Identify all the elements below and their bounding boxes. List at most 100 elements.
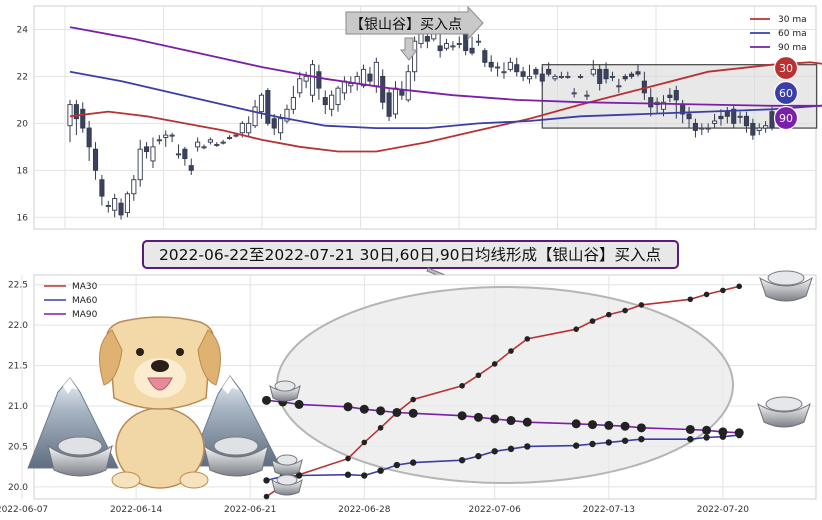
data-point [621,437,629,444]
callout-label: 【银山谷】买入点 [350,17,462,33]
candle [763,121,769,133]
candle [137,139,143,187]
ma-badge-label: 90 [779,112,793,125]
candle [405,64,411,103]
data-point [573,326,579,332]
candle [182,146,188,166]
data-point [588,420,597,430]
candle [488,55,494,72]
candle [577,74,584,79]
candle [692,118,698,138]
silver-ingot-small-left-2-icon [271,454,303,476]
candle [731,104,737,129]
bottom-series [262,283,744,500]
candle [246,116,252,138]
candle [169,132,175,143]
candle [309,59,316,103]
silver-ingot-top-right-icon [759,270,813,302]
data-point [703,434,710,441]
data-point [589,318,596,324]
data-point [392,407,402,417]
data-point [687,296,694,303]
candle [520,67,526,82]
ma-badges: 30 60 90 [773,55,799,131]
candle [175,144,182,159]
candle [163,130,169,147]
candle [284,104,290,124]
data-point [377,425,384,431]
data-point [620,421,630,431]
candle [565,71,571,79]
top-y-tick-label: 22 [17,72,28,82]
data-point [638,435,645,443]
candle [322,90,328,114]
candle [380,69,386,110]
data-point [703,291,710,298]
bottom-y-axis: 20.0 20.5 21.0 21.5 22.0 22.5 [8,281,28,493]
candle [737,111,743,124]
candle [705,123,711,133]
candle [118,198,124,220]
silver-ingot-small-left-3-icon [271,474,303,496]
bottom-x-tick-label: 2022-06-28 [338,505,391,515]
data-point [589,440,596,448]
data-point [410,459,417,466]
candle [201,144,207,150]
candle [571,88,577,98]
top-legend-label: 60 ma [778,29,807,39]
bottom-x-tick-label: 2022-07-13 [583,505,635,515]
bottom-x-tick-label: 2022-07-06 [469,505,522,515]
candle [501,62,507,79]
candle [590,59,596,77]
data-point [507,445,515,453]
data-point [263,493,270,500]
data-point [408,408,418,418]
candle [412,36,418,82]
candle [80,102,86,133]
data-point [491,361,498,367]
data-point [638,302,645,308]
data-point [571,419,581,429]
candle [622,74,628,82]
data-point [262,395,271,405]
top-legend-label: 30 ma [778,15,807,25]
candle [99,175,105,206]
candlestick-panel: 16 18 20 22 24 【银山谷】买入点 30 ma 60 ma 90 ma 30 60… [17,5,822,230]
data-point [605,439,612,446]
data-point [622,307,628,314]
candle [335,85,341,112]
data-point [361,472,368,479]
ma-badge-60: 60 [773,80,799,106]
data-point [393,461,401,469]
candle [539,67,545,86]
series-ma60 [263,431,743,484]
data-point [490,414,500,424]
data-point [473,412,483,422]
data-point [718,427,728,437]
bottom-legend: MA30 MA60 MA90 [44,282,98,320]
silver-ingot-mid-right-icon [757,396,811,428]
candle [112,193,118,218]
bottom-y-tick-label: 20.0 [8,483,28,493]
buy-point-callout: 【银山谷】买入点 [345,5,484,61]
candle [743,111,750,133]
ma-badge-90: 90 [773,105,799,131]
candle [495,62,501,77]
candle [214,142,220,147]
top-y-tick-label: 18 [17,166,29,176]
candle [443,38,450,51]
callout-arrow-shape [345,5,484,41]
candle [105,200,111,213]
candle [648,88,654,117]
candle [514,57,520,77]
dog-mascot-icon [99,316,221,489]
candle [367,67,373,86]
candle [131,175,137,201]
candle [603,62,609,84]
candle [469,36,475,56]
bottom-x-tick-label: 2022-07-20 [697,505,750,515]
candle [475,34,481,46]
series-ma90 [262,395,744,438]
data-point [702,425,712,435]
